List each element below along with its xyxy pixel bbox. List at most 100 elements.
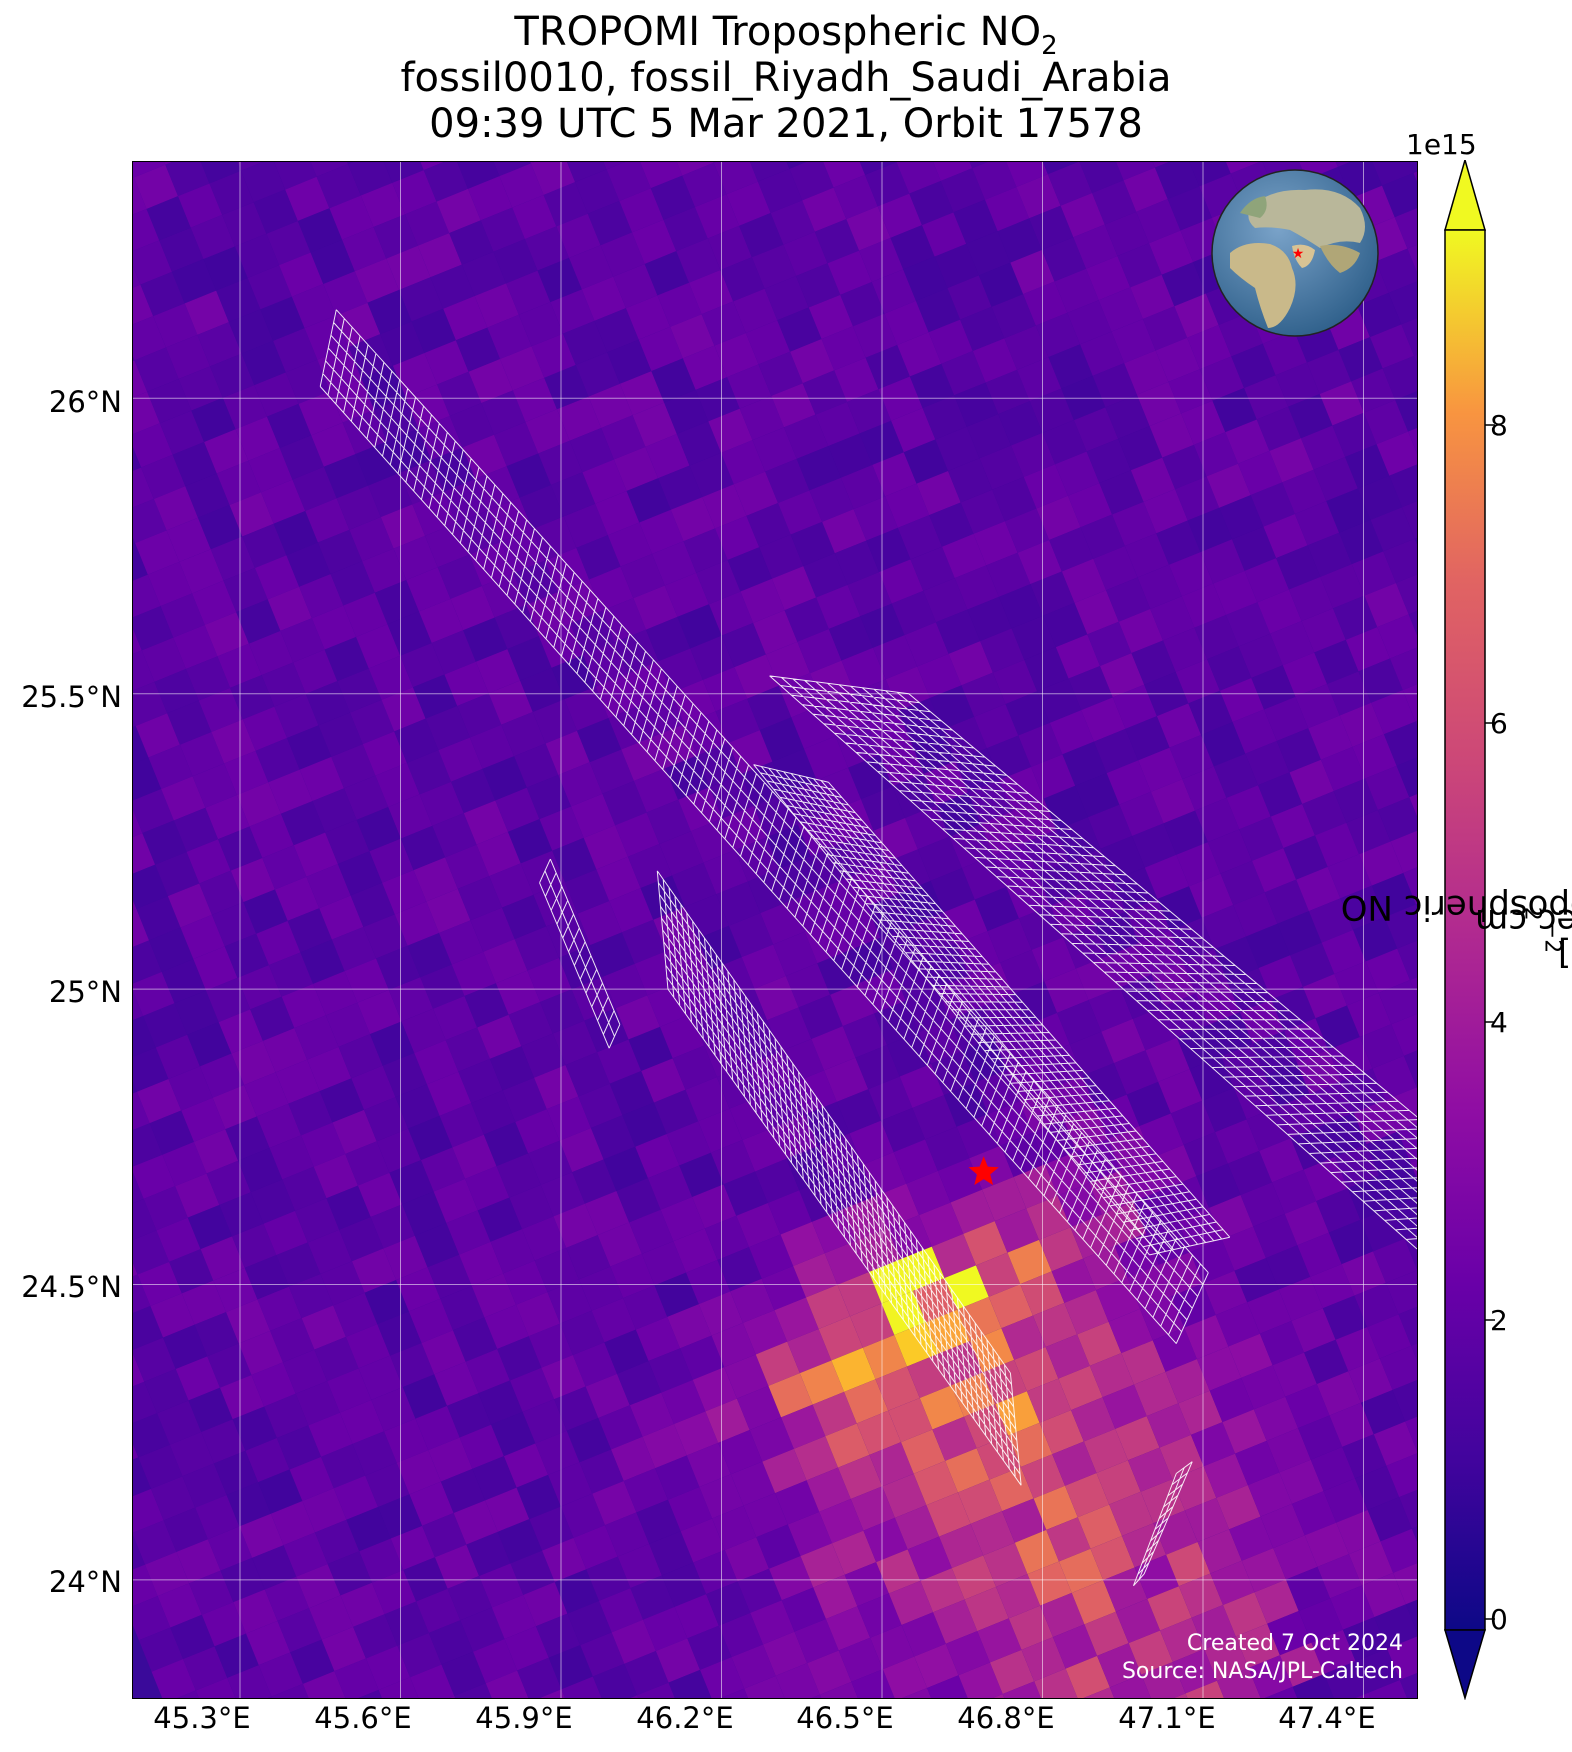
no2-pixel <box>750 162 790 182</box>
no2-pixel <box>1376 431 1417 476</box>
no2-pixel <box>1411 1343 1417 1361</box>
no2-pixel <box>785 963 831 1008</box>
no2-pixel <box>742 1310 788 1355</box>
no2-pixel <box>969 1328 1015 1373</box>
no2-pixel <box>480 207 525 252</box>
no2-pixel <box>774 1297 819 1342</box>
lon-tick-label: 47.4°E <box>1278 1701 1376 1735</box>
no2-pixel <box>1092 180 1137 225</box>
no2-pixel <box>1354 1465 1400 1510</box>
no2-pixel <box>1164 993 1209 1038</box>
no2-pixel <box>966 231 1011 276</box>
no2-map[interactable] <box>133 162 1417 1698</box>
no2-pixel <box>1017 540 1062 585</box>
no2-pixel <box>1150 779 1196 824</box>
no2-pixel <box>332 1109 377 1155</box>
no2-pixel <box>133 1596 171 1641</box>
no2-pixel <box>803 553 848 598</box>
no2-pixel <box>520 667 565 712</box>
no2-pixel <box>730 1461 776 1506</box>
no2-pixel <box>702 667 748 712</box>
no2-pixel <box>133 467 154 508</box>
map-panel[interactable]: ★ Created 7 Oct 2024 Source: NASA/JPL-Ca… <box>132 161 1418 1699</box>
no2-pixel <box>1008 1422 1053 1468</box>
no2-pixel <box>347 162 354 165</box>
no2-pixel <box>846 206 891 251</box>
no2-pixel <box>293 649 338 694</box>
no2-pixel <box>1413 171 1417 182</box>
no2-pixel <box>357 1172 403 1218</box>
no2-pixel <box>1194 615 1239 660</box>
no2-pixel <box>651 358 696 403</box>
no2-pixel <box>370 1021 415 1066</box>
no2-pixel <box>141 637 186 682</box>
no2-pixel <box>488 680 533 725</box>
no2-pixel <box>495 787 540 832</box>
no2-pixel <box>226 1482 271 1527</box>
no2-pixel <box>133 628 142 654</box>
no2-pixel <box>143 1003 188 1048</box>
no2-pixel <box>200 1236 245 1281</box>
no2-pixel <box>1399 1489 1417 1529</box>
no2-pixel <box>133 809 143 837</box>
no2-pixel <box>449 403 495 448</box>
no2-pixel <box>753 793 798 838</box>
no2-pixel <box>1226 162 1260 174</box>
no2-pixel <box>743 1493 788 1538</box>
no2-pixel <box>1047 162 1093 206</box>
no2-pixel <box>530 162 576 195</box>
no2-pixel <box>957 1296 1002 1342</box>
no2-pixel <box>1137 564 1182 610</box>
no2-pixel <box>1178 1390 1223 1435</box>
no2-pixel <box>1152 1327 1197 1372</box>
no2-pixel <box>960 489 1005 534</box>
no2-pixel <box>133 1381 158 1423</box>
no2-pixel <box>578 1083 623 1128</box>
no2-pixel <box>877 193 922 238</box>
no2-pixel <box>1152 1144 1197 1190</box>
no2-pixel <box>1175 659 1220 704</box>
no2-pixel <box>135 713 180 758</box>
no2-pixel <box>1043 785 1088 831</box>
no2-pixel <box>176 1539 221 1584</box>
no2-pixel <box>964 1586 1009 1632</box>
no2-pixel <box>627 844 673 889</box>
footprint-strip-upper <box>769 675 1417 1250</box>
no2-pixel <box>622 1102 667 1147</box>
no2-pixel <box>972 162 1017 200</box>
no2-pixel <box>1044 1151 1090 1196</box>
no2-pixel <box>594 308 639 353</box>
no2-pixel <box>748 1051 793 1096</box>
no2-pixel <box>1095 1277 1141 1322</box>
no2-pixel <box>1391 1013 1417 1056</box>
no2-pixel <box>1099 653 1145 698</box>
no2-pixel <box>1199 356 1245 401</box>
no2-pixel <box>542 1537 587 1583</box>
no2-pixel <box>280 618 325 663</box>
no2-pixel <box>406 750 452 795</box>
no2-pixel <box>1124 533 1169 578</box>
no2-pixel <box>807 1650 852 1695</box>
no2-pixel <box>489 1046 535 1091</box>
no2-pixel <box>1303 1156 1348 1202</box>
no2-pixel <box>249 813 294 858</box>
no2-pixel <box>326 1185 371 1230</box>
no2-pixel <box>219 1375 265 1420</box>
no2-pixel <box>1314 822 1360 867</box>
no2-pixel <box>133 447 142 471</box>
no2-pixel <box>133 1444 139 1460</box>
no2-pixel <box>302 1671 346 1698</box>
no2-pixel <box>868 1259 914 1304</box>
no2-pixel <box>396 1267 441 1312</box>
no2-pixel <box>382 870 427 915</box>
no2-pixel <box>261 662 306 707</box>
no2-pixel <box>1302 974 1348 1019</box>
footprint-strip-long <box>319 309 1209 1344</box>
no2-pixel <box>351 1248 397 1293</box>
no2-pixel <box>1304 1339 1349 1385</box>
no2-pixel <box>1316 1371 1361 1416</box>
no2-pixel <box>709 591 754 636</box>
no2-pixel <box>1323 1478 1368 1523</box>
no2-pixel <box>560 1493 605 1538</box>
no2-pixel <box>1264 1686 1298 1698</box>
